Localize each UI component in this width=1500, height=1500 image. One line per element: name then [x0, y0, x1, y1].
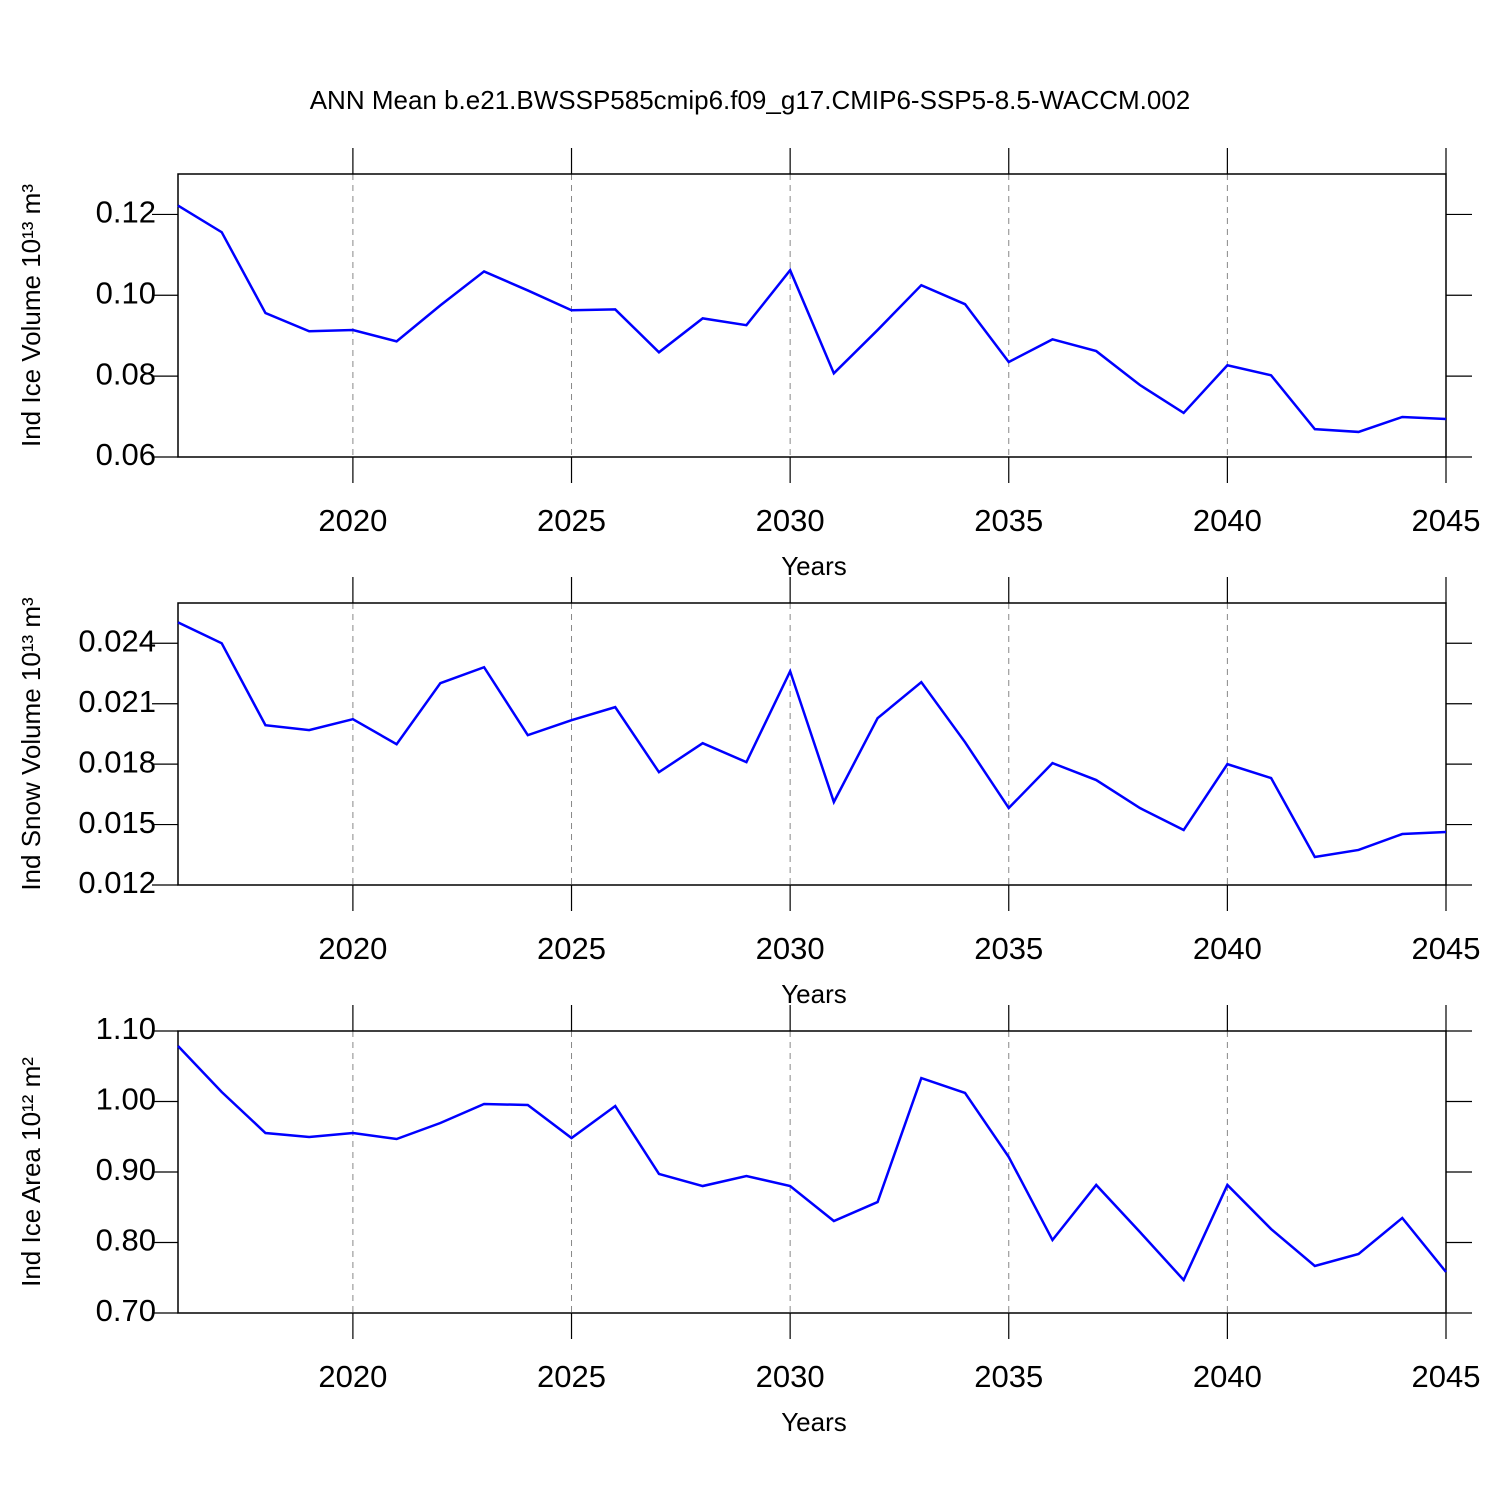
x-axis-label: Years	[781, 1407, 847, 1437]
y-tick-label: 0.015	[78, 805, 156, 840]
plot-frame	[177, 602, 1447, 886]
y-tick-label: 0.12	[96, 195, 156, 230]
y-tick-label: 0.08	[96, 356, 156, 391]
y-axis-label: Ind Ice Area 10¹² m²	[16, 1057, 46, 1287]
x-tick-label: 2030	[756, 1359, 825, 1394]
data-line	[177, 204, 1447, 434]
y-axis-label: Ind Ice Volume 10¹³ m³	[16, 184, 46, 447]
plot-frame	[177, 1030, 1447, 1314]
x-tick-label: 2025	[537, 931, 606, 966]
y-tick-label: 0.90	[96, 1152, 156, 1187]
y-tick-label: 0.012	[78, 865, 156, 900]
x-tick-label: 2040	[1193, 503, 1262, 538]
y-tick-label: 0.70	[96, 1293, 156, 1328]
x-tick-label: 2035	[974, 931, 1043, 966]
y-axis-label: Ind Snow Volume 10¹³ m³	[16, 597, 46, 891]
y-tick-label: 0.021	[78, 684, 156, 719]
x-tick-label: 2045	[1412, 1359, 1481, 1394]
x-tick-label: 2030	[756, 931, 825, 966]
x-tick-label: 2035	[974, 503, 1043, 538]
y-tick-label: 1.00	[96, 1082, 156, 1117]
x-tick-label: 2020	[318, 1359, 387, 1394]
x-tick-label: 2035	[974, 1359, 1043, 1394]
y-tick-label: 0.024	[78, 623, 156, 658]
x-axis-label: Years	[781, 551, 847, 581]
y-tick-label: 1.10	[96, 1011, 156, 1046]
x-tick-label: 2040	[1193, 931, 1262, 966]
plot-frame	[177, 173, 1447, 458]
data-line	[177, 621, 1447, 859]
x-tick-label: 2030	[756, 503, 825, 538]
x-tick-label: 2025	[537, 1359, 606, 1394]
x-axis-label: Years	[781, 979, 847, 1009]
x-tick-label: 2025	[537, 503, 606, 538]
y-tick-label: 0.06	[96, 437, 156, 472]
figure-title: ANN Mean b.e21.BWSSP585cmip6.f09_g17.CMI…	[310, 85, 1191, 115]
x-tick-label: 2040	[1193, 1359, 1262, 1394]
x-tick-label: 2045	[1412, 503, 1481, 538]
y-tick-label: 0.80	[96, 1223, 156, 1258]
y-tick-label: 0.018	[78, 744, 156, 779]
x-tick-label: 2045	[1412, 931, 1481, 966]
y-tick-label: 0.10	[96, 275, 156, 310]
data-line	[177, 1045, 1447, 1283]
x-tick-label: 2020	[318, 931, 387, 966]
x-tick-label: 2020	[318, 503, 387, 538]
